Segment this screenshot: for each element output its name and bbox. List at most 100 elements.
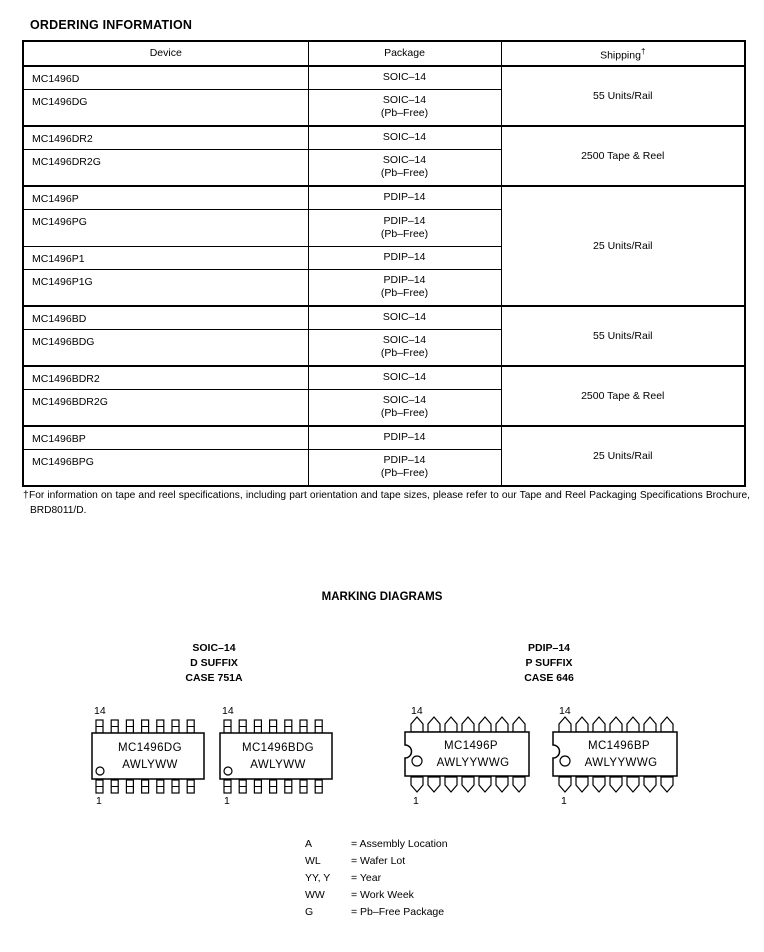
device-cell: MC1496DR2 xyxy=(22,125,309,150)
pin-1-label: 1 xyxy=(413,795,419,807)
legend-code: A xyxy=(305,838,313,850)
pin-1-label: 1 xyxy=(224,795,230,807)
ordering-information-table: Device Package Shipping† MC1496D SOIC–14… xyxy=(22,40,746,487)
table-row: MC1496BDR2G SOIC–14 (Pb–Free) xyxy=(22,388,745,427)
table-row: MC1496DR2G SOIC–14 (Pb–Free) xyxy=(22,148,745,187)
pin-1-label: 1 xyxy=(561,795,567,807)
pin-14-label: 14 xyxy=(559,705,571,717)
legend-code: G xyxy=(305,906,314,918)
package-cell: SOIC–14 xyxy=(307,305,502,330)
package-cell: PDIP–14 (Pb–Free) xyxy=(307,208,502,247)
marking-line1: MC1496DG xyxy=(118,742,182,754)
marking-legend: A = Assembly Location WL = Wafer Lot YY,… xyxy=(305,836,448,921)
table-row: MC1496PG PDIP–14 (Pb–Free) xyxy=(22,208,745,247)
legend-meaning: = Wafer Lot xyxy=(351,855,406,867)
soic-package-diagram: 14 MC1496BDG AWLYWW 1 xyxy=(219,705,333,807)
marking-line1: MC1496BP xyxy=(588,740,650,752)
table-row: MC1496BP PDIP–14 25 Units/Rail xyxy=(22,425,746,487)
device-cell: MC1496BD xyxy=(22,305,309,330)
legend-meaning: = Year xyxy=(351,872,382,884)
shipping-cell: 55 Units/Rail xyxy=(500,305,746,367)
device-cell: MC1496D xyxy=(22,65,309,90)
pin1-indicator-dot xyxy=(559,755,571,767)
legend-row: G = Pb–Free Package xyxy=(305,904,448,921)
marking-line2: AWLYWW xyxy=(250,759,305,771)
package-cell: PDIP–14 xyxy=(307,425,502,450)
soic-package-header: SOIC–14 D SUFFIX CASE 751A xyxy=(185,642,243,684)
pdip-marking-column: PDIP–14 P SUFFIX CASE 646 14 MC1496P AWL… xyxy=(403,641,695,807)
table-row: MC1496DG SOIC–14 (Pb–Free) xyxy=(22,88,745,127)
package-cell: SOIC–14 xyxy=(307,65,502,90)
device-cell: MC1496BDR2G xyxy=(22,388,309,427)
ordering-information-heading: ORDERING INFORMATION xyxy=(30,18,193,32)
package-cell: PDIP–14 xyxy=(307,185,502,210)
table-row: MC1496D SOIC–14 55 Units/Rail xyxy=(22,65,746,127)
table-row: MC1496P1G PDIP–14 (Pb–Free) xyxy=(22,268,745,307)
legend-meaning: = Pb–Free Package xyxy=(351,906,445,918)
pin-14-label: 14 xyxy=(94,705,106,717)
legend-code: WW xyxy=(305,889,325,901)
device-cell: MC1496P xyxy=(22,185,309,210)
marking-line2: AWLYYWWG xyxy=(585,757,658,769)
table-row: MC1496BPG PDIP–14 (Pb–Free) xyxy=(22,448,745,487)
device-cell: MC1496BPG xyxy=(22,448,309,487)
legend-meaning: = Work Week xyxy=(351,889,414,901)
pdip-package-header: PDIP–14 P SUFFIX CASE 646 xyxy=(524,642,574,684)
pin-14-label: 14 xyxy=(411,705,423,717)
shipping-cell: 25 Units/Rail xyxy=(500,425,746,487)
soic-package-diagram: 14 MC1496DG AWLYWW 1 xyxy=(91,705,205,807)
device-cell: MC1496P1 xyxy=(22,245,309,270)
tape-reel-footnote: †For information on tape and reel specif… xyxy=(23,490,750,516)
shipping-cell: 2500 Tape & Reel xyxy=(500,365,746,427)
pin-14-label: 14 xyxy=(222,705,234,717)
device-cell: MC1496DG xyxy=(22,88,309,127)
package-cell: PDIP–14 (Pb–Free) xyxy=(307,268,502,307)
soic-package-row: 14 MC1496DG AWLYWW 1 14 MC1496BDG AWLYWW… xyxy=(88,703,340,807)
marking-diagrams-heading: MARKING DIAGRAMS xyxy=(321,591,443,603)
column-header-package: Package xyxy=(307,40,502,67)
column-header-device: Device xyxy=(22,40,309,67)
device-cell: MC1496BDG xyxy=(22,328,309,367)
device-cell: MC1496BP xyxy=(22,425,309,450)
device-cell: MC1496DR2G xyxy=(22,148,309,187)
shipping-cell: 25 Units/Rail xyxy=(500,185,746,307)
device-cell: MC1496PG xyxy=(22,208,309,247)
table-header-row: Device Package Shipping† xyxy=(22,40,746,67)
table-row: MC1496DR2 SOIC–14 2500 Tape & Reel xyxy=(22,125,746,187)
marking-line1: MC1496P xyxy=(444,740,498,752)
package-cell: PDIP–14 xyxy=(307,245,502,270)
pdip-package-diagram: 14 MC1496P AWLYYWWG 1 xyxy=(404,705,530,807)
footnote-dagger: † xyxy=(640,46,646,56)
package-cell: SOIC–14 (Pb–Free) xyxy=(307,148,502,187)
pin1-indicator-dot xyxy=(411,755,423,767)
table-row: MC1496BDG SOIC–14 (Pb–Free) xyxy=(22,328,745,367)
device-cell: MC1496BDR2 xyxy=(22,365,309,390)
marking-line2: AWLYYWWG xyxy=(437,757,510,769)
shipping-cell: 55 Units/Rail xyxy=(500,65,746,127)
legend-code: WL xyxy=(305,855,321,867)
legend-row: A = Assembly Location xyxy=(305,836,448,853)
table-row: MC1496P PDIP–14 25 Units/Rail xyxy=(22,185,746,307)
pdip-package-row: 14 MC1496P AWLYYWWG 1 14 MC1496BP AWLYYW… xyxy=(403,703,695,807)
pin-1-label: 1 xyxy=(96,795,102,807)
table-row: MC1496BDR2 SOIC–14 2500 Tape & Reel xyxy=(22,365,746,427)
soic-marking-column: SOIC–14 D SUFFIX CASE 751A 14 MC1496DG A… xyxy=(88,641,340,807)
legend-meaning: = Assembly Location xyxy=(351,838,448,850)
package-cell: SOIC–14 (Pb–Free) xyxy=(307,88,502,127)
pin1-indicator-dot xyxy=(223,766,233,776)
marking-line1: MC1496BDG xyxy=(242,742,314,754)
package-cell: SOIC–14 xyxy=(307,365,502,390)
table-row: MC1496BD SOIC–14 55 Units/Rail xyxy=(22,305,746,367)
pdip-body-with-notch xyxy=(404,731,530,777)
device-cell: MC1496P1G xyxy=(22,268,309,307)
pdip-body-with-notch xyxy=(552,731,678,777)
package-cell: PDIP–14 (Pb–Free) xyxy=(307,448,502,487)
legend-row: WW = Work Week xyxy=(305,887,448,904)
legend-code: YY, Y xyxy=(305,872,331,884)
marking-line2: AWLYWW xyxy=(122,759,177,771)
pdip-package-diagram: 14 MC1496BP AWLYYWWG 1 xyxy=(552,705,678,807)
table-row: MC1496P1 PDIP–14 xyxy=(22,245,745,270)
package-cell: SOIC–14 xyxy=(307,125,502,150)
legend-row: YY, Y = Year xyxy=(305,870,448,887)
shipping-cell: 2500 Tape & Reel xyxy=(500,125,746,187)
